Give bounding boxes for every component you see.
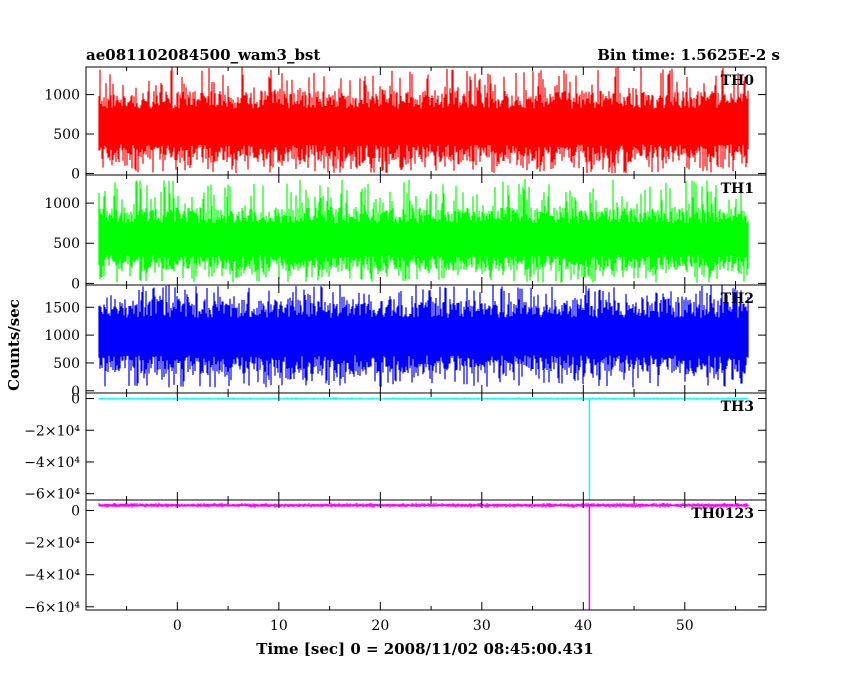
x-tick-label: 30 (473, 618, 491, 634)
x-tick-label: 0 (173, 618, 182, 634)
y-tick-label: −6×10⁴ (24, 600, 80, 616)
x-tick-label: 20 (371, 618, 389, 634)
y-tick-label: −6×10⁴ (24, 487, 80, 503)
panel-th0123: 0 −2×10⁴ −4×10⁴ −6×10⁴ TH0123 (24, 499, 767, 616)
panels-group: 05001000TH005001000TH1050010001500TH20−2… (24, 66, 767, 634)
y-tick-label: 0 (71, 166, 80, 182)
panel-th1: 0 500 1000 TH1 (44, 174, 767, 292)
panel-th3: 0 −2×10⁴ −4×10⁴ −6×10⁴ TH3 (24, 392, 767, 503)
series-th2-core (99, 324, 748, 351)
series-label-th1: TH1 (721, 181, 754, 197)
y-tick-label: 0 (71, 384, 80, 400)
x-axis-title: Time [sec] 0 = 2008/11/02 08:45:00.431 (256, 640, 593, 658)
y-tick-label: 1000 (44, 88, 80, 104)
y-tick-label: 0 (71, 276, 80, 292)
y-tick-label: 1000 (44, 196, 80, 212)
chart-subtitle: Bin time: 1.5625E-2 s (597, 46, 780, 64)
y-tick-label: 500 (53, 236, 80, 252)
series-label-th0: TH0 (721, 73, 755, 89)
series-th0123-core (99, 504, 748, 506)
series-label-th2: TH2 (721, 291, 754, 307)
y-tick-label: 0 (71, 392, 80, 408)
x-tick-label: 40 (574, 618, 592, 634)
chart-title: ae081102084500_wam3_bst (86, 46, 320, 64)
series-th1-core (99, 230, 748, 254)
y-tick-label: 1000 (44, 328, 80, 344)
y-tick-label: −4×10⁴ (24, 568, 80, 584)
series-th0-core (99, 116, 748, 142)
y-tick-label: −2×10⁴ (24, 423, 80, 439)
y-tick-label: 500 (53, 356, 80, 372)
panel-th2: 0 500 1000 1500 TH2 (44, 284, 767, 400)
x-tick-label: 50 (676, 618, 694, 634)
y-tick-label: −4×10⁴ (24, 455, 80, 471)
series-label-th3: TH3 (721, 399, 754, 415)
panel-th0: 0 500 1000 TH0 (44, 66, 767, 182)
panel-frame (85, 392, 767, 501)
series-label-th0123: TH0123 (691, 506, 754, 522)
series-th3-core (99, 398, 748, 400)
x-tick-label: 10 (270, 618, 288, 634)
y-tick-label: 1500 (44, 300, 80, 316)
y-tick-label: 500 (53, 127, 80, 143)
y-axis-title: Counts/sec (5, 299, 23, 391)
y-tick-label: 0 (71, 503, 80, 519)
y-tick-label: −2×10⁴ (24, 536, 80, 552)
panel-frame (85, 499, 767, 611)
